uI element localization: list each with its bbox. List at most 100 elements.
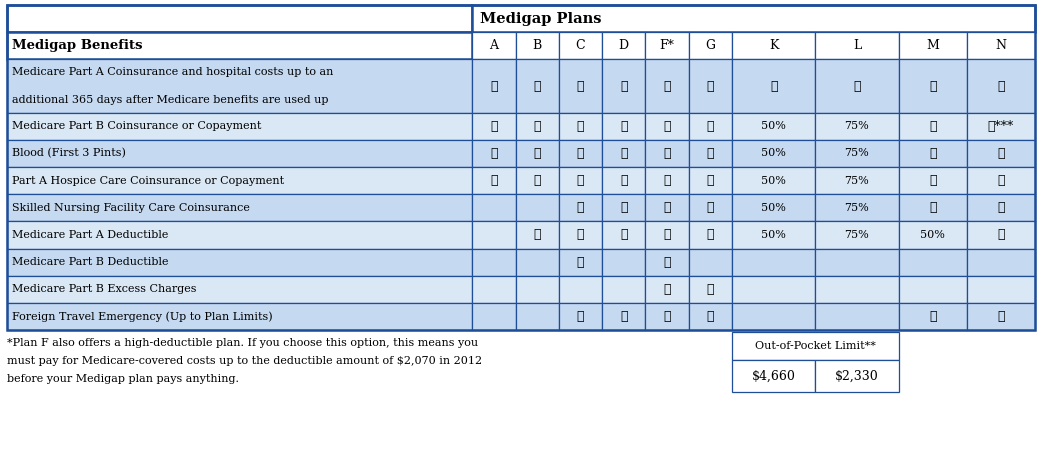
Bar [516, 140, 559, 167]
Bar [689, 249, 733, 276]
Bar [472, 221, 516, 249]
Bar [559, 167, 602, 194]
Bar [559, 249, 602, 276]
Text: ✓: ✓ [997, 174, 1004, 187]
Text: $4,660: $4,660 [751, 370, 796, 383]
Text: ✓: ✓ [706, 228, 714, 241]
Bar [967, 276, 1035, 303]
Bar [815, 59, 898, 113]
Bar [7, 5, 472, 32]
Text: ✓: ✓ [577, 201, 585, 214]
Bar [689, 32, 733, 59]
Text: ✓: ✓ [620, 174, 627, 187]
Bar [602, 140, 645, 167]
Text: ✓: ✓ [620, 147, 627, 160]
Bar [689, 303, 733, 330]
Bar [645, 32, 689, 59]
Bar [516, 59, 559, 113]
Bar [733, 303, 815, 330]
Bar [815, 32, 898, 59]
Bar [815, 113, 898, 140]
Bar [645, 249, 689, 276]
Bar [7, 167, 472, 194]
Text: 50%: 50% [762, 175, 786, 186]
Text: ✓: ✓ [706, 310, 714, 323]
Bar [472, 59, 516, 113]
Bar [472, 32, 516, 59]
Bar [516, 303, 559, 330]
Text: 75%: 75% [845, 203, 869, 213]
Text: ✓: ✓ [577, 80, 585, 92]
Text: ✓: ✓ [664, 310, 671, 323]
Text: ✓: ✓ [997, 228, 1004, 241]
Text: additional 365 days after Medicare benefits are used up: additional 365 days after Medicare benef… [13, 96, 328, 106]
Bar [472, 249, 516, 276]
Text: ✓: ✓ [929, 201, 937, 214]
Bar [815, 167, 898, 194]
Text: ✓: ✓ [534, 174, 541, 187]
Bar [898, 59, 967, 113]
Text: ✓: ✓ [997, 310, 1004, 323]
Text: 50%: 50% [762, 203, 786, 213]
Bar [472, 194, 516, 221]
Text: N: N [995, 39, 1007, 52]
Bar [689, 59, 733, 113]
Text: ✓: ✓ [706, 120, 714, 133]
Text: $2,330: $2,330 [835, 370, 878, 383]
Text: ✓: ✓ [664, 174, 671, 187]
Bar [733, 249, 815, 276]
Text: ✓: ✓ [706, 201, 714, 214]
Bar [815, 276, 898, 303]
Text: Medigap Plans: Medigap Plans [480, 11, 602, 26]
Bar [516, 113, 559, 140]
Bar [733, 332, 898, 360]
Text: ✓: ✓ [534, 228, 541, 241]
Text: 50%: 50% [762, 149, 786, 159]
Text: Medigap Benefits: Medigap Benefits [13, 39, 143, 52]
Bar [7, 221, 472, 249]
Text: ✓: ✓ [577, 255, 585, 269]
Bar [898, 303, 967, 330]
Bar [898, 249, 967, 276]
Bar [559, 140, 602, 167]
Text: 75%: 75% [845, 149, 869, 159]
Text: ✓: ✓ [664, 283, 671, 296]
Bar [967, 303, 1035, 330]
Text: ✓***: ✓*** [988, 120, 1014, 133]
Bar [602, 303, 645, 330]
Text: 75%: 75% [845, 121, 869, 131]
Text: ✓: ✓ [620, 201, 627, 214]
Text: ✓: ✓ [664, 120, 671, 133]
Text: 50%: 50% [762, 121, 786, 131]
Text: ✓: ✓ [664, 147, 671, 160]
Bar [898, 140, 967, 167]
Bar [7, 32, 472, 59]
Bar [516, 167, 559, 194]
Bar [645, 167, 689, 194]
Text: 75%: 75% [845, 230, 869, 240]
Bar [689, 113, 733, 140]
Bar [689, 276, 733, 303]
Text: C: C [575, 39, 586, 52]
Bar [645, 194, 689, 221]
Text: G: G [705, 39, 716, 52]
Bar [689, 140, 733, 167]
Bar [7, 194, 472, 221]
Text: ✓: ✓ [664, 228, 671, 241]
Text: ✓: ✓ [490, 80, 498, 92]
Bar [516, 249, 559, 276]
Bar [472, 140, 516, 167]
Text: Medicare Part A Deductible: Medicare Part A Deductible [13, 230, 169, 240]
Text: ✓: ✓ [490, 120, 498, 133]
Text: Out-of-Pocket Limit**: Out-of-Pocket Limit** [754, 341, 875, 351]
Text: ✓: ✓ [664, 201, 671, 214]
Bar [559, 221, 602, 249]
Bar [7, 140, 472, 167]
Bar [472, 276, 516, 303]
Bar [559, 32, 602, 59]
Bar [472, 167, 516, 194]
Bar [967, 221, 1035, 249]
Text: ✓: ✓ [929, 147, 937, 160]
Text: ✓: ✓ [706, 283, 714, 296]
Bar [689, 194, 733, 221]
